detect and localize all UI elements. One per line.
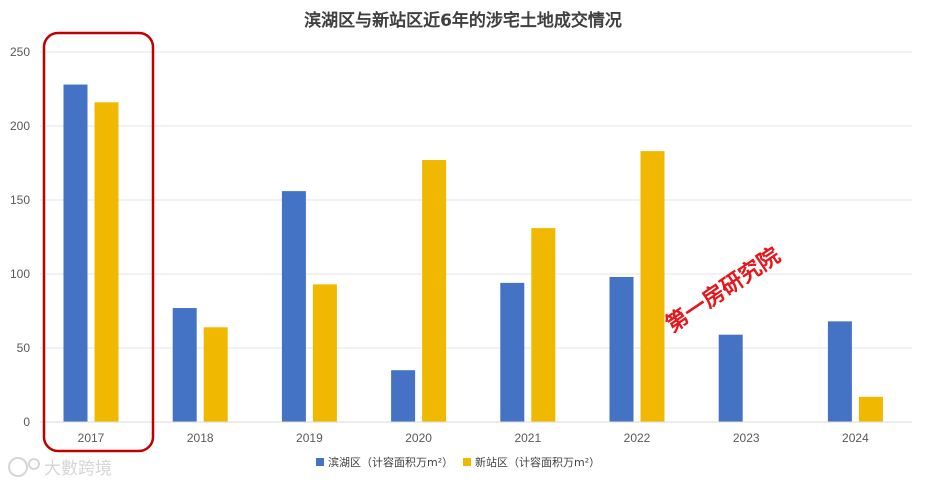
y-tick-label: 250 <box>10 45 30 59</box>
legend-label-2: 新站区（计容面积万m²） <box>475 455 600 469</box>
logo-icon <box>8 457 28 477</box>
y-tick-label: 200 <box>10 119 30 133</box>
logo-icon-dot <box>28 458 40 470</box>
bar-series2-2019 <box>312 284 337 422</box>
y-tick-label: 150 <box>10 193 30 207</box>
y-tick-label: 0 <box>23 415 30 429</box>
legend-swatch-1 <box>316 458 324 466</box>
bar-series2-2017 <box>94 102 119 422</box>
bar-series1-2019 <box>281 191 306 422</box>
bar-series1-2018 <box>172 308 197 422</box>
y-axis-ticks: 0 50 100 150 200 250 <box>10 45 30 429</box>
bars <box>63 84 883 423</box>
bar-series1-2021 <box>500 282 525 422</box>
bar-series1-2017 <box>63 84 88 422</box>
x-tick-label: 2024 <box>842 431 869 445</box>
x-tick-label: 2023 <box>733 431 760 445</box>
bar-series1-2023 <box>718 334 743 422</box>
x-tick-label: 2021 <box>514 431 541 445</box>
watermark-text: 第一房研究院 <box>661 243 785 338</box>
x-tick-label: 2022 <box>624 431 651 445</box>
legend: 滨湖区（计容面积万m²） 新站区（计容面积万m²） <box>316 455 600 469</box>
bar-series2-2021 <box>531 228 556 422</box>
y-tick-label: 50 <box>17 341 31 355</box>
chart-title: 滨湖区与新站区近6年的涉宅土地成交情况 <box>304 10 622 31</box>
legend-label-1: 滨湖区（计容面积万m²） <box>328 455 453 469</box>
highlight-frame-2017 <box>42 31 155 453</box>
x-tick-label: 2017 <box>78 431 105 445</box>
legend-swatch-2 <box>463 458 471 466</box>
bar-series2-2020 <box>422 160 447 423</box>
bar-series2-2024 <box>858 396 883 422</box>
y-tick-label: 100 <box>10 267 30 281</box>
gridlines <box>40 51 912 349</box>
bar-series1-2024 <box>827 321 852 422</box>
x-axis-ticks: 2017 2018 2019 2020 2021 2022 2023 2024 <box>78 431 869 445</box>
x-tick-label: 2018 <box>187 431 214 445</box>
bar-series2-2022 <box>640 151 665 422</box>
x-tick-label: 2019 <box>296 431 323 445</box>
bar-series2-2018 <box>203 327 228 422</box>
bar-series1-2022 <box>609 276 634 422</box>
logo: 大數跨境 <box>8 457 112 479</box>
bar-series1-2020 <box>391 370 416 422</box>
x-tick-label: 2020 <box>405 431 432 445</box>
logo-text: 大數跨境 <box>44 459 112 479</box>
